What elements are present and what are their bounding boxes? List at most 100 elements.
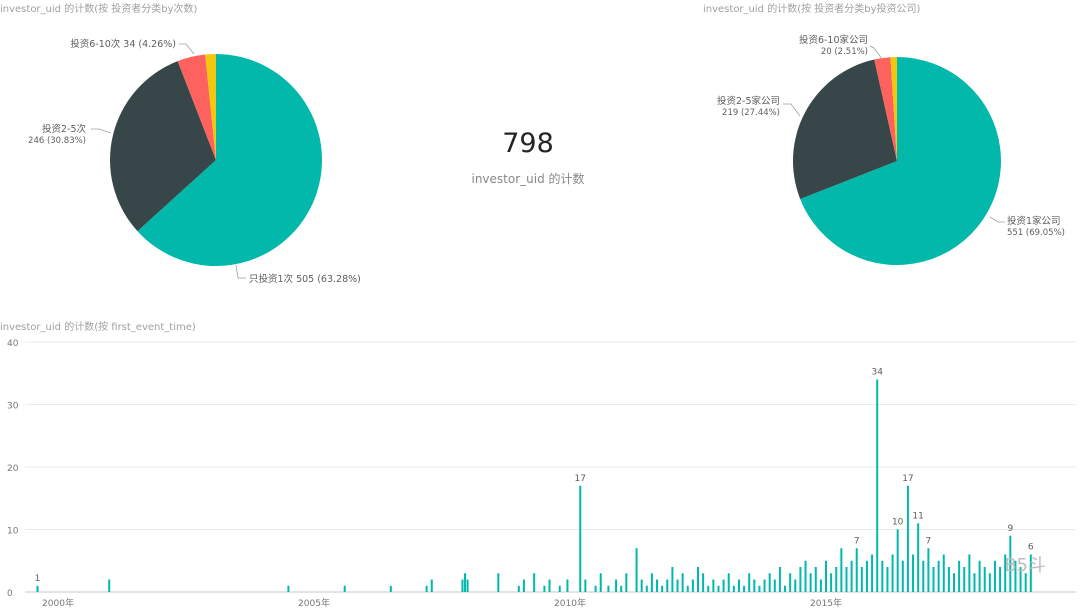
column-bar-94[interactable] <box>983 567 986 592</box>
column-bar-35[interactable] <box>681 573 684 592</box>
column-bar-38[interactable] <box>697 567 699 592</box>
column-bar-5[interactable] <box>425 585 428 592</box>
column-bar-52[interactable] <box>768 573 771 592</box>
pie-left-slice-2[interactable] <box>177 54 216 160</box>
column-bar-71[interactable] <box>865 560 868 592</box>
column-bar-46[interactable] <box>737 579 740 593</box>
column-bar-39[interactable] <box>702 573 705 592</box>
column-bar-103[interactable] <box>1029 554 1032 593</box>
pie-right-slice-1[interactable] <box>793 59 897 199</box>
column-bar-55[interactable] <box>784 585 787 592</box>
column-bar-58[interactable] <box>799 567 802 592</box>
column-bar-15[interactable] <box>548 579 551 593</box>
column-bar-8[interactable] <box>464 573 467 592</box>
column-bar-48[interactable] <box>748 573 751 592</box>
column-bar-56[interactable] <box>789 573 792 592</box>
column-bar-64[interactable] <box>830 573 833 592</box>
column-bar-76[interactable] <box>891 554 894 593</box>
pie-left-slice-0[interactable] <box>137 54 322 266</box>
column-bar-73[interactable] <box>876 379 879 593</box>
column-bar-50[interactable] <box>758 585 761 592</box>
column-bar-23[interactable] <box>615 579 618 593</box>
column-bar-33[interactable] <box>671 567 674 592</box>
column-bar-60[interactable] <box>809 573 812 592</box>
column-bar-22[interactable] <box>607 585 610 592</box>
pie-left-slice-1[interactable] <box>110 61 216 232</box>
column-bar-20[interactable] <box>594 585 597 592</box>
column-bar-51[interactable] <box>763 579 766 593</box>
column-bar-89[interactable] <box>958 560 961 592</box>
column-bar-32[interactable] <box>666 579 669 593</box>
column-bar-26[interactable] <box>635 548 638 592</box>
column-bar-40[interactable] <box>707 585 710 592</box>
column-bar-6[interactable] <box>430 579 433 593</box>
column-bar-27[interactable] <box>640 579 643 593</box>
column-bar-86[interactable] <box>942 554 945 593</box>
column-bar-78[interactable] <box>901 560 904 592</box>
column-bar-97[interactable] <box>999 567 1002 592</box>
column-bar-49[interactable] <box>753 579 756 593</box>
column-bar-14[interactable] <box>543 585 546 592</box>
column-bar-95[interactable] <box>988 573 991 592</box>
column-bar-66[interactable] <box>840 548 843 592</box>
column-bar-45[interactable] <box>732 585 735 592</box>
column-bar-3[interactable] <box>343 585 346 592</box>
column-bar-91[interactable] <box>968 554 971 593</box>
column-bar-16[interactable] <box>558 585 561 592</box>
column-bar-17[interactable] <box>566 579 569 593</box>
column-bar-70[interactable] <box>860 567 863 592</box>
column-bar-21[interactable] <box>599 573 602 592</box>
column-bar-75[interactable] <box>886 567 889 592</box>
column-bar-7[interactable] <box>461 579 464 593</box>
column-bar-53[interactable] <box>773 579 776 593</box>
column-bar-57[interactable] <box>794 579 797 593</box>
column-bar-72[interactable] <box>871 554 874 593</box>
column-bar-87[interactable] <box>947 567 950 592</box>
column-bar-74[interactable] <box>881 560 884 592</box>
column-bar-1[interactable] <box>108 579 111 593</box>
column-bar-41[interactable] <box>712 579 715 593</box>
column-bar-25[interactable] <box>625 573 628 592</box>
column-bar-90[interactable] <box>963 567 966 592</box>
column-bar-9[interactable] <box>466 579 469 593</box>
column-bar-4[interactable] <box>389 585 392 592</box>
pie-right-slice-2[interactable] <box>874 57 897 161</box>
column-bar-65[interactable] <box>835 567 838 592</box>
column-bar-31[interactable] <box>661 585 664 592</box>
column-bar-102[interactable] <box>1024 573 1027 592</box>
column-bar-61[interactable] <box>814 567 817 592</box>
column-bar-18[interactable] <box>579 485 582 592</box>
column-bar-98[interactable] <box>1004 554 1007 593</box>
column-bar-68[interactable] <box>850 560 853 592</box>
pie-right-slice-3[interactable] <box>890 57 897 161</box>
column-bar-80[interactable] <box>912 554 915 593</box>
column-bar-85[interactable] <box>937 560 940 592</box>
column-bar-63[interactable] <box>825 560 827 592</box>
column-bar-12[interactable] <box>522 579 525 593</box>
column-bar-84[interactable] <box>932 567 935 592</box>
column-bar-77[interactable] <box>896 529 899 593</box>
column-bar-69[interactable] <box>855 548 858 592</box>
column-bar-37[interactable] <box>691 579 694 593</box>
column-bar-30[interactable] <box>656 579 659 593</box>
column-bar-10[interactable] <box>497 573 500 592</box>
column-bar-101[interactable] <box>1019 567 1022 592</box>
column-bar-11[interactable] <box>517 585 520 592</box>
column-bar-100[interactable] <box>1014 560 1017 592</box>
column-bar-83[interactable] <box>927 548 930 592</box>
column-bar-62[interactable] <box>819 579 822 593</box>
column-bar-29[interactable] <box>650 573 653 592</box>
column-bar-34[interactable] <box>676 579 679 593</box>
column-bar-96[interactable] <box>993 560 996 592</box>
column-bar-67[interactable] <box>845 567 848 592</box>
column-bar-79[interactable] <box>906 485 909 592</box>
column-bar-19[interactable] <box>584 579 587 593</box>
column-bar-43[interactable] <box>722 579 725 593</box>
column-bar-54[interactable] <box>778 567 781 592</box>
column-bar-93[interactable] <box>978 560 981 592</box>
column-bar-44[interactable] <box>727 573 730 592</box>
column-bar-59[interactable] <box>804 560 807 592</box>
